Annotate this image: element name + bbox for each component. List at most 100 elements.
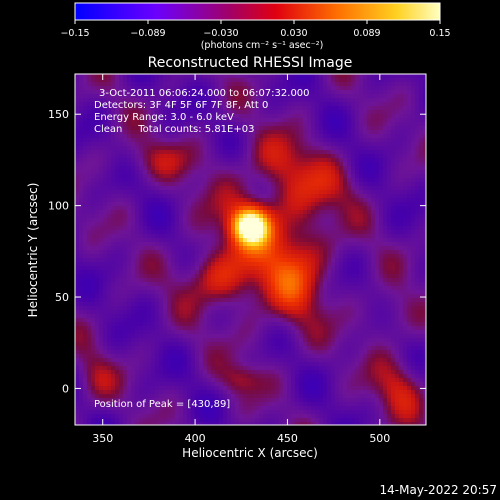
heatmap-cell <box>327 78 331 82</box>
heatmap-cell <box>127 110 131 114</box>
heatmap-cell <box>383 142 387 146</box>
heatmap-cell <box>419 110 423 114</box>
heatmap-cell <box>291 86 295 90</box>
heatmap-cell <box>187 222 191 226</box>
heatmap-cell <box>379 178 383 182</box>
heatmap-cell <box>271 134 275 138</box>
heatmap-cell <box>159 146 163 150</box>
heatmap-cell <box>363 206 367 210</box>
heatmap-cell <box>419 106 423 110</box>
heatmap-cell <box>155 158 159 162</box>
heatmap-cell <box>319 230 323 234</box>
heatmap-cell <box>387 150 391 154</box>
heatmap-cell <box>179 106 183 110</box>
heatmap-cell <box>331 250 335 254</box>
heatmap-cell <box>191 118 195 122</box>
heatmap-cell <box>351 74 355 78</box>
heatmap-cell <box>91 234 95 238</box>
heatmap-cell <box>199 234 203 238</box>
heatmap-cell <box>395 118 399 122</box>
heatmap-cell <box>95 298 99 302</box>
heatmap-cell <box>347 106 351 110</box>
heatmap-cell <box>223 158 227 162</box>
heatmap-cell <box>247 186 251 190</box>
heatmap-cell <box>255 134 259 138</box>
heatmap-cell <box>411 194 415 198</box>
heatmap-cell <box>231 134 235 138</box>
heatmap-cell <box>359 210 363 214</box>
heatmap-cell <box>387 182 391 186</box>
heatmap-cell <box>215 182 219 186</box>
heatmap-cell <box>131 94 135 98</box>
heatmap-cell <box>335 194 339 198</box>
heatmap-cell <box>347 218 351 222</box>
heatmap-cell <box>155 214 159 218</box>
heatmap-cell <box>219 174 223 178</box>
heatmap-cell <box>235 102 239 106</box>
heatmap-cell <box>319 258 323 262</box>
heatmap-cell <box>247 122 251 126</box>
heatmap-cell <box>371 82 375 86</box>
heatmap-cell <box>407 98 411 102</box>
heatmap-cell <box>155 194 159 198</box>
heatmap-cell <box>163 74 167 78</box>
heatmap-cell <box>267 194 271 198</box>
heatmap-cell <box>383 214 387 218</box>
heatmap-cell <box>127 286 131 290</box>
heatmap-cell <box>335 98 339 102</box>
heatmap-cell <box>423 78 426 82</box>
heatmap-cell <box>103 242 107 246</box>
heatmap-cell <box>359 250 363 254</box>
heatmap-cell <box>239 102 243 106</box>
heatmap-cell <box>91 166 95 170</box>
heatmap-cell <box>95 282 99 286</box>
heatmap-cell <box>227 102 231 106</box>
heatmap-cell <box>251 186 255 190</box>
heatmap-cell <box>359 234 363 238</box>
heatmap-cell <box>111 138 115 142</box>
heatmap-cell <box>259 258 263 262</box>
heatmap-cell <box>331 218 335 222</box>
heatmap-cell <box>343 98 347 102</box>
heatmap-cell <box>211 146 215 150</box>
heatmap-cell <box>231 118 235 122</box>
heatmap-cell <box>127 78 131 82</box>
heatmap-cell <box>171 230 175 234</box>
heatmap-cell <box>243 174 247 178</box>
heatmap-cell <box>407 242 411 246</box>
heatmap-cell <box>111 294 115 298</box>
heatmap-cell <box>223 122 227 126</box>
heatmap-cell <box>347 166 351 170</box>
heatmap-cell <box>243 278 247 282</box>
heatmap-cell <box>375 230 379 234</box>
heatmap-cell <box>167 146 171 150</box>
heatmap-cell <box>175 110 179 114</box>
heatmap-cell <box>143 298 147 302</box>
heatmap-cell <box>79 190 83 194</box>
heatmap-cell <box>167 122 171 126</box>
heatmap-cell <box>143 182 147 186</box>
heatmap-cell <box>291 162 295 166</box>
heatmap-cell <box>255 274 259 278</box>
heatmap-cell <box>183 246 187 250</box>
heatmap-cell <box>379 214 383 218</box>
heatmap-cell <box>283 106 287 110</box>
heatmap-cell <box>327 90 331 94</box>
heatmap-cell <box>315 186 319 190</box>
heatmap-cell <box>167 290 171 294</box>
heatmap-cell <box>107 214 111 218</box>
heatmap-cell <box>423 162 426 166</box>
heatmap-cell <box>179 122 183 126</box>
heatmap-cell <box>307 74 311 78</box>
heatmap-cell <box>399 142 403 146</box>
heatmap-cell <box>251 94 255 98</box>
heatmap-cell <box>279 94 283 98</box>
heatmap-cell <box>331 226 335 230</box>
heatmap-cell <box>203 166 207 170</box>
heatmap-cell <box>147 230 151 234</box>
heatmap-cell <box>423 214 426 218</box>
heatmap-cell <box>155 110 159 114</box>
heatmap-cell <box>359 198 363 202</box>
heatmap-cell <box>243 226 247 230</box>
heatmap-cell <box>79 114 83 118</box>
